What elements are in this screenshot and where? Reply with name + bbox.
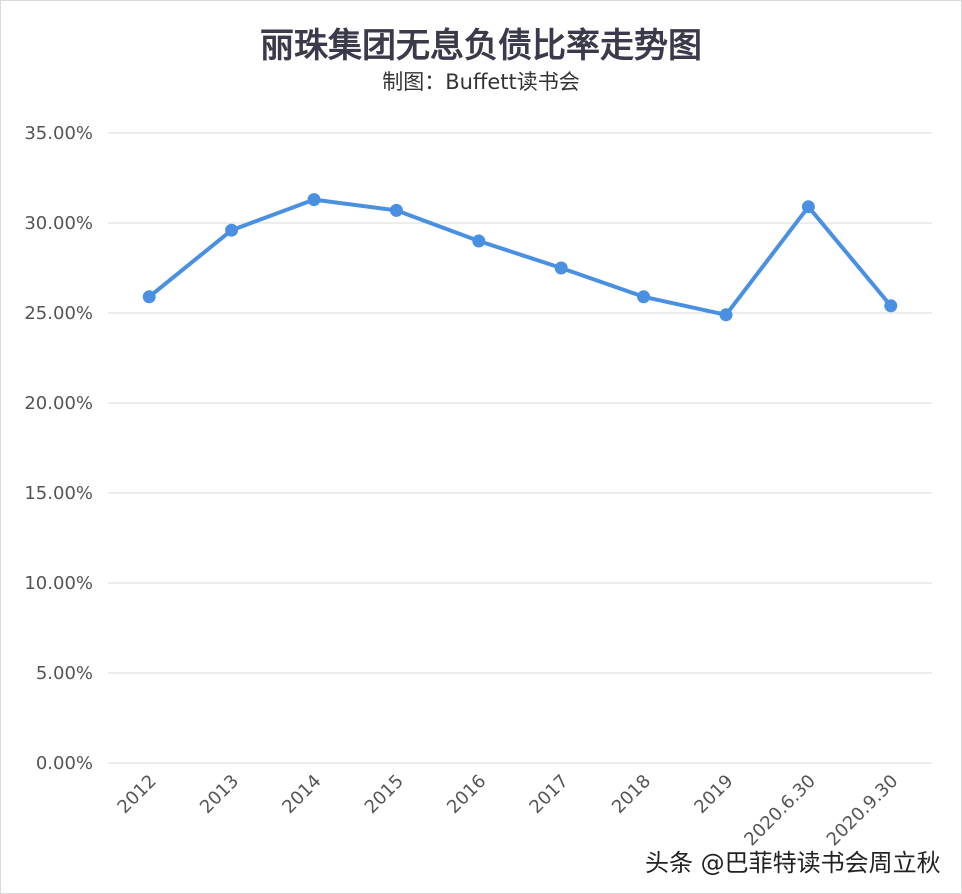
data-point: [307, 193, 321, 207]
y-tick-label: 25.00%: [24, 303, 93, 324]
data-point: [225, 223, 239, 237]
x-tick-label: 2015: [361, 771, 408, 818]
x-tick-label: 2013: [196, 771, 243, 818]
chart-subtitle: 制图：Buffett读书会: [382, 70, 580, 94]
data-point: [884, 299, 898, 313]
x-tick-label: 2012: [113, 771, 160, 818]
x-tick-label: 2018: [608, 771, 655, 818]
y-tick-label: 0.00%: [36, 753, 93, 774]
data-point: [389, 203, 403, 217]
y-tick-label: 30.00%: [24, 213, 93, 234]
data-point: [142, 290, 156, 304]
watermark: 头条 @巴菲特读书会周立秋: [645, 849, 941, 877]
chart-title: 丽珠集团无息负债比率走势图: [260, 26, 702, 66]
y-tick-label: 15.00%: [24, 483, 93, 504]
y-tick-label: 20.00%: [24, 393, 93, 414]
y-tick-label: 5.00%: [36, 663, 93, 684]
data-point: [719, 308, 733, 322]
x-tick-label: 2014: [278, 771, 325, 818]
x-tick-label: 2020.9.30: [823, 771, 903, 851]
y-tick-label: 35.00%: [24, 123, 93, 144]
series-line: [147, 197, 893, 317]
y-tick-label: 10.00%: [24, 573, 93, 594]
x-tick-label: 2020.6.30: [740, 771, 820, 851]
data-point: [472, 234, 486, 248]
data-point: [554, 261, 568, 275]
x-tick-label: 2019: [690, 771, 737, 818]
data-point: [637, 290, 651, 304]
x-tick-label: 2016: [443, 771, 490, 818]
x-tick-label: 2017: [525, 771, 572, 818]
data-point: [801, 200, 815, 214]
